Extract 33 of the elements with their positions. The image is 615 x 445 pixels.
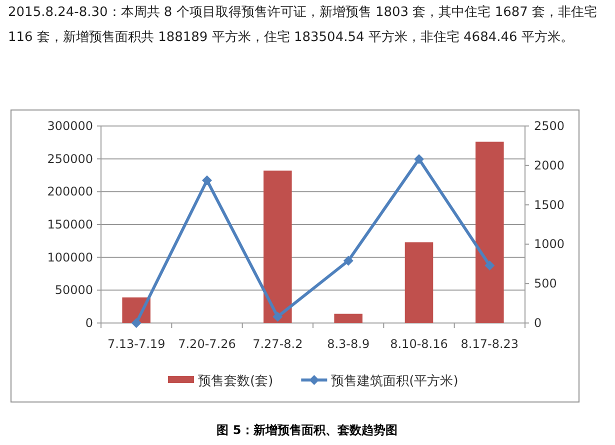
bar bbox=[334, 314, 362, 323]
caption: 图 5：新增预售面积、套数趋势图 bbox=[216, 423, 398, 437]
y-tick-label: 50000 bbox=[54, 283, 93, 298]
y-tick-label: 100000 bbox=[47, 250, 93, 264]
x-tick-label: 8.17-8.23 bbox=[460, 337, 519, 351]
point bbox=[343, 256, 354, 266]
y2-tick-label: 1500 bbox=[534, 198, 565, 212]
point bbox=[272, 312, 283, 322]
y2-tick-label: 500 bbox=[534, 276, 557, 291]
y-tick-label: 150000 bbox=[47, 218, 93, 232]
title: 2015.8.24-8.30：本周共 8 个项目取得预售许可证，新增预售 1803 套，其中住宅 1687 套，非住宅 116 套，新增预售面积共 188189 平方米，住宅 183504.54 平方米，非住宅 4684.46 平方米。 bbox=[8, 4, 598, 47]
y-tick-label: 200000 bbox=[47, 184, 93, 199]
x-tick-label: 8.10-8.16 bbox=[390, 337, 448, 351]
bar bbox=[476, 142, 504, 323]
legend-label: 预售建筑面积(平方米) bbox=[331, 373, 458, 389]
point bbox=[131, 318, 142, 328]
legend-label: 预售套数(套) bbox=[198, 374, 274, 389]
bar bbox=[264, 170, 292, 323]
y-tick-label: 250000 bbox=[47, 152, 93, 166]
point bbox=[202, 175, 212, 186]
x-tick-label: 8.3-8.9 bbox=[327, 337, 370, 351]
y-tick-label: 300000 bbox=[47, 119, 93, 133]
bar bbox=[404, 242, 434, 323]
y2-tick-label: 0 bbox=[534, 316, 542, 330]
y2-tick-label: 2000 bbox=[534, 158, 565, 172]
y2-tick-label: 2500 bbox=[534, 119, 565, 133]
x-tick-label: 7.13-7.19 bbox=[107, 337, 166, 351]
x-tick-label: 7.20-7.26 bbox=[178, 337, 236, 351]
point bbox=[484, 260, 495, 270]
y-tick-label: 0 bbox=[85, 316, 93, 330]
x-tick-label: 7.27-8.2 bbox=[252, 337, 303, 351]
y2-tick-label: 1000 bbox=[534, 237, 565, 252]
point bbox=[414, 154, 424, 164]
